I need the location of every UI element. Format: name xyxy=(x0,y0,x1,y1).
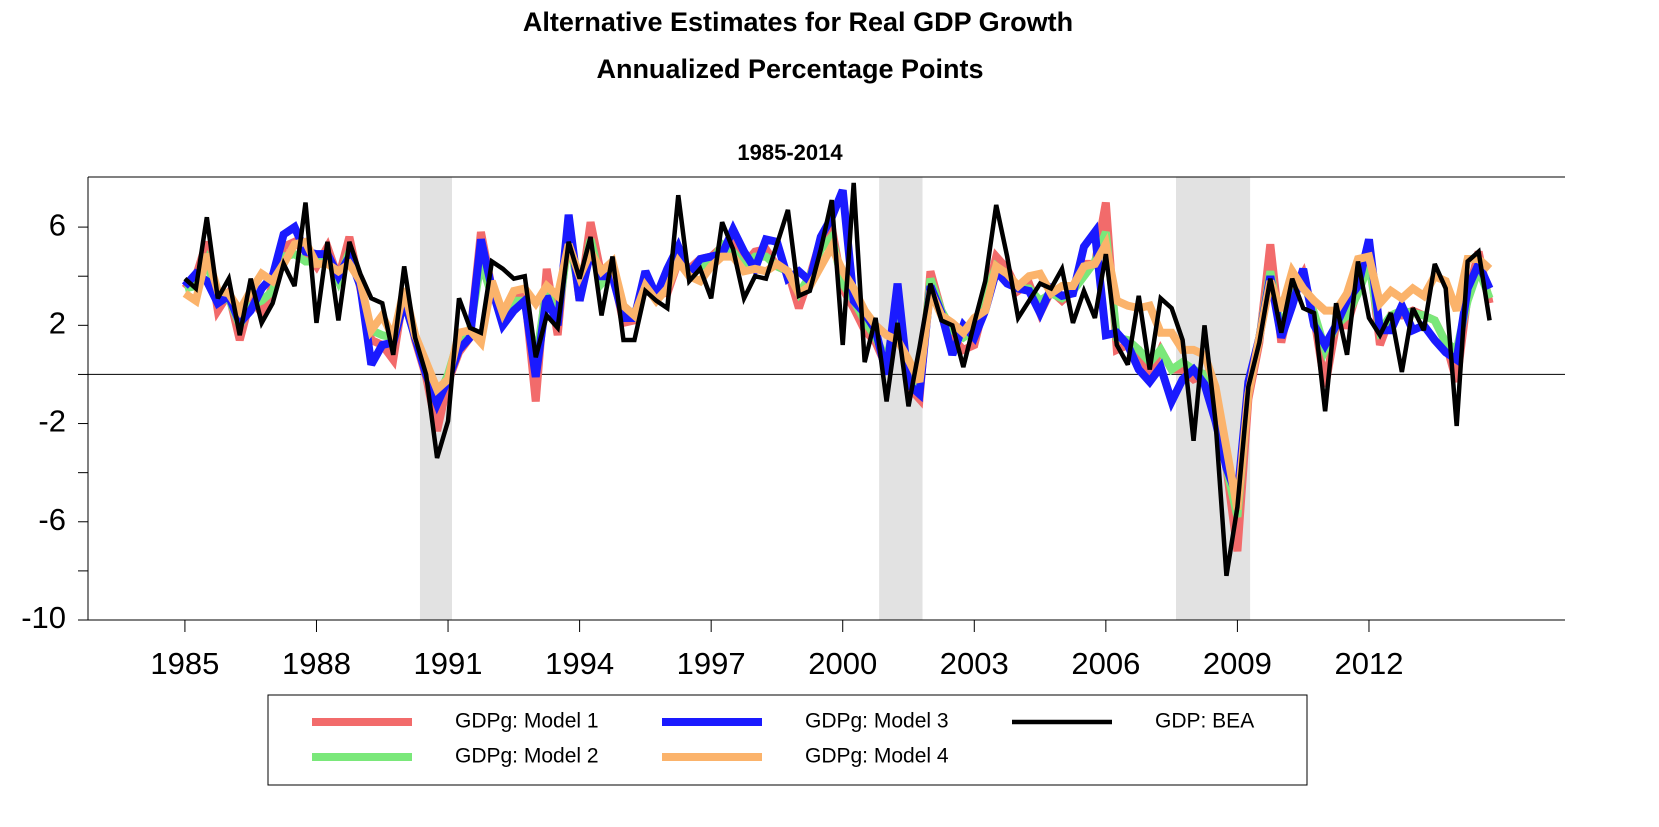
panel-title: 1985-2014 xyxy=(737,140,843,165)
x-tick-label: 2000 xyxy=(808,646,877,681)
x-tick-label: 1988 xyxy=(282,646,351,681)
x-tick-label: 2006 xyxy=(1071,646,1140,681)
legend-label: GDPg: Model 3 xyxy=(805,710,949,733)
y-tick-label: -10 xyxy=(21,600,66,635)
x-tick-label: 2012 xyxy=(1334,646,1403,681)
x-tick-label: 1994 xyxy=(545,646,614,681)
legend-label: GDPg: Model 1 xyxy=(455,710,599,733)
legend-box xyxy=(267,694,1308,786)
y-tick-label: -2 xyxy=(38,404,66,439)
y-tick-label: 6 xyxy=(49,207,66,242)
x-tick-label: 1997 xyxy=(677,646,746,681)
x-tick-label: 2003 xyxy=(940,646,1009,681)
chart-title: Alternative Estimates for Real GDP Growt… xyxy=(523,7,1073,37)
y-tick-label: 2 xyxy=(49,306,66,341)
legend-label: GDPg: Model 2 xyxy=(455,745,599,768)
x-tick-label: 2009 xyxy=(1203,646,1272,681)
plot-area: -10 -6 -2 2 6 1985 1988 1991 1994 1997 2000 2003 200… xyxy=(21,176,1565,681)
legend: GDPg: Model 1 GDPg: Model 2 GDPg: Model 3 G… xyxy=(312,710,1254,768)
series-line xyxy=(183,182,1492,577)
x-tick-label: 1985 xyxy=(150,646,219,681)
chart-subtitle: Annualized Percentage Points xyxy=(596,54,983,84)
y-tick-label: -6 xyxy=(38,502,66,537)
legend-label: GDPg: Model 4 xyxy=(805,745,949,768)
legend-label: GDP: BEA xyxy=(1155,710,1254,733)
x-tick-label: 1991 xyxy=(414,646,483,681)
